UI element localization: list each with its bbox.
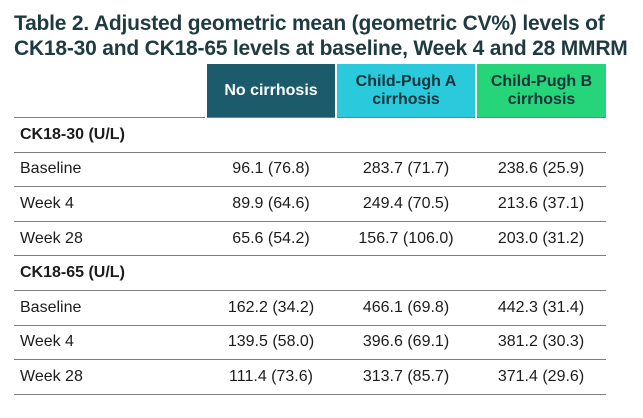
table-row: Week 4 139.5 (58.0) 396.6 (69.1) 381.2 (… xyxy=(14,324,606,360)
header-row: No cirrhosis Child-Pugh A cirrhosis Chil… xyxy=(14,64,606,118)
table-row: Week 4 89.9 (64.6) 249.4 (70.5) 213.6 (3… xyxy=(14,186,606,222)
table-cell: 381.2 (30.3) xyxy=(476,324,606,360)
table-cell: 371.4 (29.6) xyxy=(476,359,606,395)
table-cell: 396.6 (69.1) xyxy=(336,324,476,360)
table-cell: 213.6 (37.1) xyxy=(476,186,606,222)
table-cell: 96.1 (76.8) xyxy=(206,151,336,187)
data-table: No cirrhosis Child-Pugh A cirrhosis Chil… xyxy=(14,64,606,395)
row-label: Week 28 xyxy=(14,220,206,256)
header-blank-cell xyxy=(14,64,206,118)
table-cell: 139.5 (58.0) xyxy=(206,324,336,360)
table-title: Table 2. Adjusted geometric mean (geomet… xyxy=(14,12,628,60)
table-cell: 313.7 (85.7) xyxy=(336,359,476,395)
section-row-ck18-65: CK18-65 (U/L) xyxy=(14,255,606,291)
table-row: Baseline 162.2 (34.2) 466.1 (69.8) 442.3… xyxy=(14,289,606,326)
table-cell: 111.4 (73.6) xyxy=(206,359,336,395)
row-label: Week 4 xyxy=(14,186,206,222)
table-cell: 283.7 (71.7) xyxy=(336,151,476,187)
row-label: Baseline xyxy=(14,289,206,326)
section-row-ck18-30: CK18-30 (U/L) xyxy=(14,117,606,153)
table-row: Week 28 65.6 (54.2) 156.7 (106.0) 203.0 … xyxy=(14,220,606,256)
table-cell: 249.4 (70.5) xyxy=(336,186,476,222)
table-cell: 203.0 (31.2) xyxy=(476,220,606,256)
column-header-child-pugh-a: Child-Pugh A cirrhosis xyxy=(335,64,476,118)
table-cell: 238.6 (25.9) xyxy=(476,151,606,187)
table-cell: 156.7 (106.0) xyxy=(336,220,476,256)
column-header-child-pugh-b: Child-Pugh B cirrhosis xyxy=(475,64,606,118)
table-cell: 89.9 (64.6) xyxy=(206,186,336,222)
table-cell: 466.1 (69.8) xyxy=(336,289,476,326)
table-row: Week 28 111.4 (73.6) 313.7 (85.7) 371.4 … xyxy=(14,359,606,395)
table-cell: 65.6 (54.2) xyxy=(206,220,336,256)
column-header-no-cirrhosis: No cirrhosis xyxy=(205,64,336,118)
table-cell: 162.2 (34.2) xyxy=(206,289,336,326)
section-label: CK18-30 (U/L) xyxy=(14,117,606,153)
section-label: CK18-65 (U/L) xyxy=(14,255,606,291)
table-row: Baseline 96.1 (76.8) 283.7 (71.7) 238.6 … xyxy=(14,151,606,187)
row-label: Week 4 xyxy=(14,324,206,360)
row-label: Week 28 xyxy=(14,359,206,395)
table-cell: 442.3 (31.4) xyxy=(476,289,606,326)
row-label: Baseline xyxy=(14,151,206,187)
